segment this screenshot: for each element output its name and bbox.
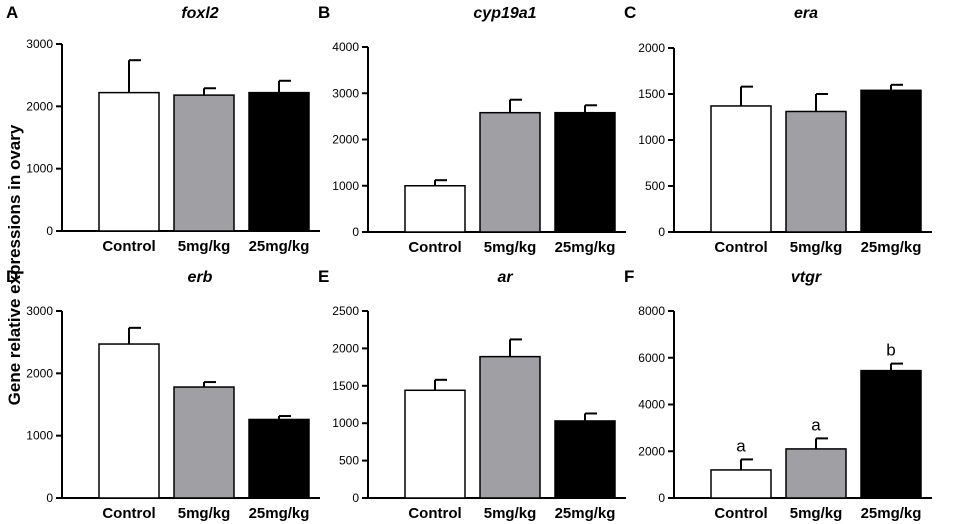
panel-title: erb <box>188 269 213 286</box>
y-tick-label: 0 <box>352 491 359 505</box>
category-label: Control <box>714 239 767 256</box>
y-tick-label: 3000 <box>26 304 53 318</box>
y-tick-label: 1000 <box>26 429 53 443</box>
bar-5mg-kg <box>479 111 541 233</box>
panel-title: foxl2 <box>181 5 218 22</box>
bar-25mg-kg <box>248 418 310 499</box>
y-tick-label: 2000 <box>26 99 53 113</box>
bar-5mg-kg <box>173 386 235 499</box>
y-tick-label: 2000 <box>638 444 665 458</box>
y-tick-label: 2500 <box>332 304 359 318</box>
y-tick-label: 4000 <box>638 398 665 412</box>
category-label: 25mg/kg <box>555 239 616 256</box>
bar-control <box>710 105 772 233</box>
category-label: 5mg/kg <box>178 238 231 255</box>
bar-25mg-kg <box>860 369 922 499</box>
y-tick-label: 2000 <box>26 366 53 380</box>
bar-5mg-kg <box>479 355 541 499</box>
panel-title: cyp19a1 <box>473 5 536 22</box>
y-tick-label: 4000 <box>332 40 359 54</box>
category-label: 5mg/kg <box>790 239 843 256</box>
y-tick-label: 1000 <box>638 133 665 147</box>
panel-title: era <box>794 5 818 22</box>
panel-title: ar <box>497 269 513 286</box>
category-label: 25mg/kg <box>555 505 616 522</box>
category-label: 25mg/kg <box>861 239 922 256</box>
bar-control <box>404 185 466 233</box>
bar-25mg-kg <box>554 420 616 499</box>
y-tick-label: 500 <box>645 179 665 193</box>
y-tick-label: 0 <box>352 225 359 239</box>
bar-control <box>404 389 466 499</box>
y-tick-label: 0 <box>658 491 665 505</box>
category-label: 25mg/kg <box>249 505 310 522</box>
category-label: Control <box>408 239 461 256</box>
bar-5mg-kg <box>785 448 847 499</box>
category-label: 5mg/kg <box>178 505 231 522</box>
bar-control <box>98 343 160 499</box>
y-axis-label: Gene relative expressions in ovary <box>5 124 24 405</box>
bar-25mg-kg <box>860 89 922 233</box>
y-tick-label: 500 <box>339 454 359 468</box>
category-label: 25mg/kg <box>249 238 310 255</box>
category-label: Control <box>102 238 155 255</box>
panel-letter: D <box>6 267 18 286</box>
y-tick-label: 1000 <box>332 416 359 430</box>
category-label: Control <box>408 505 461 522</box>
panel-title: vtgr <box>791 269 822 286</box>
panel-letter: F <box>624 267 634 286</box>
bar-5mg-kg <box>785 110 847 233</box>
category-label: 5mg/kg <box>484 505 537 522</box>
significance-label: a <box>736 436 746 455</box>
category-label: 5mg/kg <box>790 505 843 522</box>
bar-control <box>98 91 160 232</box>
y-tick-label: 1000 <box>26 162 53 176</box>
y-tick-label: 2000 <box>332 341 359 355</box>
y-tick-label: 1000 <box>332 179 359 193</box>
y-tick-label: 8000 <box>638 304 665 318</box>
category-label: 5mg/kg <box>484 239 537 256</box>
y-tick-label: 0 <box>658 225 665 239</box>
category-label: Control <box>102 505 155 522</box>
category-label: Control <box>714 505 767 522</box>
y-tick-label: 1500 <box>332 379 359 393</box>
y-tick-label: 0 <box>46 491 53 505</box>
panel-letter: A <box>6 3 18 22</box>
panel-letter: C <box>624 3 636 22</box>
y-tick-label: 0 <box>46 224 53 238</box>
significance-label: a <box>811 415 821 434</box>
panel-letter: E <box>318 267 329 286</box>
y-tick-label: 6000 <box>638 351 665 365</box>
y-tick-label: 2000 <box>638 41 665 55</box>
bar-25mg-kg <box>554 111 616 233</box>
bar-25mg-kg <box>248 91 310 232</box>
significance-label: b <box>886 341 895 360</box>
y-tick-label: 3000 <box>26 37 53 51</box>
category-label: 25mg/kg <box>861 505 922 522</box>
y-tick-label: 3000 <box>332 86 359 100</box>
y-tick-label: 2000 <box>332 133 359 147</box>
panel-letter: B <box>318 3 330 22</box>
bar-5mg-kg <box>173 94 235 232</box>
y-tick-label: 1500 <box>638 87 665 101</box>
bar-control <box>710 469 772 499</box>
